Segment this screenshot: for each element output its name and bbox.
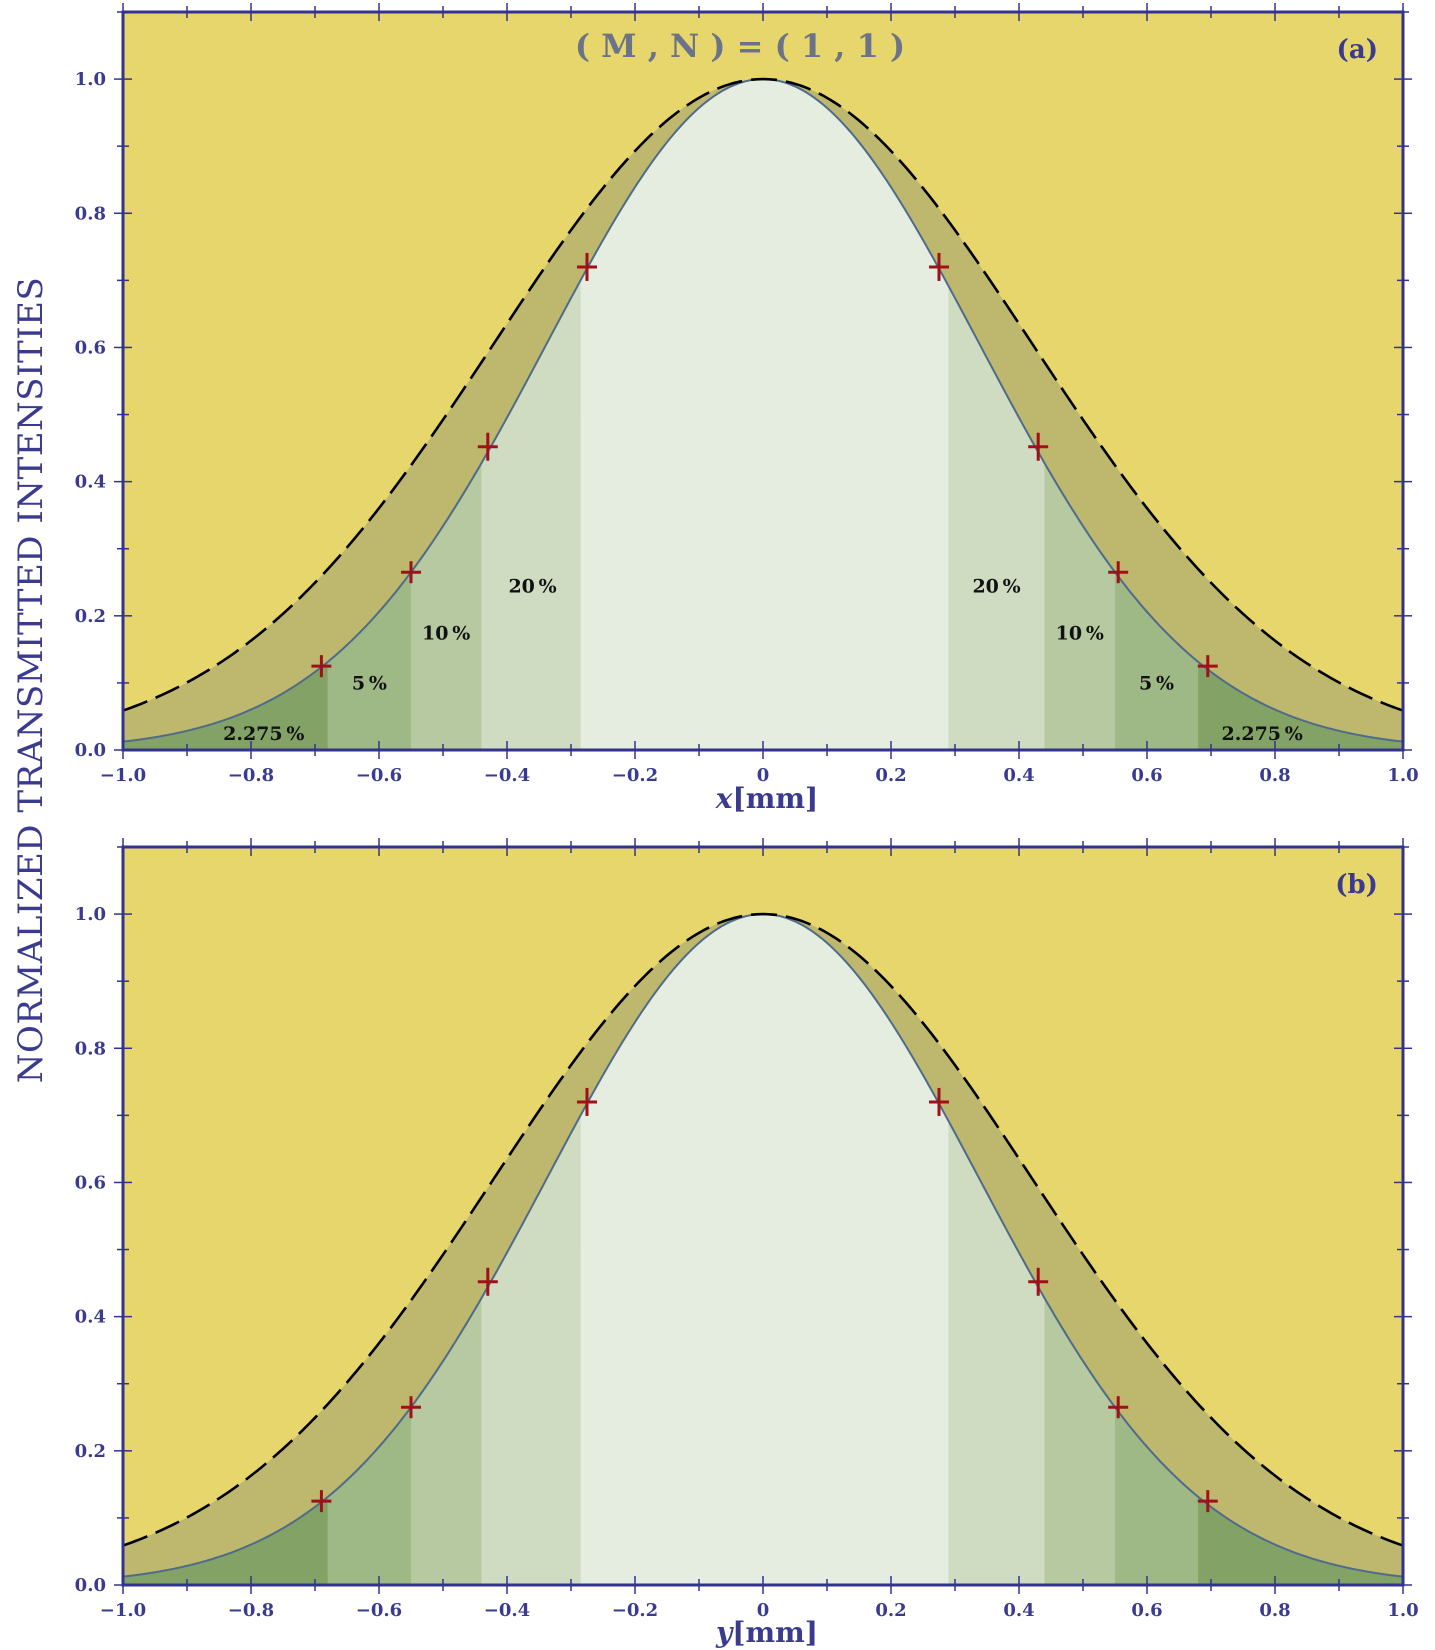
band-label: 10 % [422,622,470,644]
chart-title: ( M , N ) = ( 1 , 1 ) [575,27,905,65]
marker [1108,561,1129,584]
band-label: 5 % [352,673,387,695]
band-label: 2.275 % [223,723,304,745]
marker [311,655,332,678]
x-tick-label: 0.8 [1259,1600,1290,1621]
x-tick-label: −0.2 [612,1600,658,1621]
y-tick-label: 1.0 [75,904,106,925]
plot-area [123,847,1403,1585]
zone-6 [1044,1298,1115,1585]
zone-0 [123,1496,328,1585]
zone-3 [481,1115,581,1585]
panel-label: (b) [1335,870,1378,900]
marker [1028,1267,1049,1296]
band-label: 20 % [508,575,556,597]
x-tick-label: −0.2 [612,765,658,786]
zone-6 [1044,463,1115,750]
x-tick-label: 1.0 [1387,1600,1418,1621]
x-tick-label: −0.6 [356,1600,402,1621]
panel-b: −1.0 −0.8 −0.6 −0.4 −0.2 0 0.2 0.4 0.6 0.8 1.0 0.0 0… [75,838,1419,1649]
y-tick-label: 0.6 [75,337,106,358]
y-tick-label: 0.4 [75,1307,106,1328]
marker [1197,1490,1218,1513]
zone-0 [123,661,328,750]
x-tick-label: 0.4 [1003,1600,1034,1621]
marker [311,1490,332,1513]
x-tick-label: 0.6 [1131,1600,1162,1621]
x-axis-unit: [mm] [732,1616,818,1649]
zone-5 [948,286,1045,750]
y-tick-label: 0.8 [75,203,106,224]
x-tick-label: −0.6 [356,765,402,786]
zone-7 [1115,572,1199,750]
ticks [114,838,1412,1594]
marker [401,1396,421,1419]
x-axis-variable: y [715,1616,734,1649]
zone-2 [411,463,482,750]
marker [1028,432,1049,461]
zone-4 [580,914,949,1585]
y-tick-label: 0.4 [75,472,106,493]
x-tick-label: 0.6 [1131,765,1162,786]
marker [929,1087,949,1116]
y-tick-label: 0.6 [75,1172,106,1193]
marker [401,561,421,584]
x-tick-label: −1.0 [100,765,146,786]
y-axis-label: NORMALIZED TRANSMITTED INTENSITIES [11,277,51,1083]
x-tick-label: 0.8 [1259,765,1290,786]
x-axis-label: x[mm] [715,782,818,815]
x-tick-label: 0 [757,1600,770,1621]
zone-8 [1198,661,1403,750]
x-tick-label: 0.4 [1003,765,1034,786]
x-tick-label: 1.0 [1387,765,1418,786]
x-tick-label: 0.2 [875,765,906,786]
x-axis-label: y[mm] [715,1616,818,1649]
panel-a: 2.275 % 5 % 10 % 20 % 20 % 10 % 5 % 2.275 % −1.0… [75,3,1419,815]
marker [1108,1396,1129,1419]
zone-3 [481,280,581,750]
band-label: 10 % [1056,622,1104,644]
marker [477,1267,498,1296]
x-tick-label: −0.8 [228,1600,274,1621]
zone-1 [327,1407,411,1585]
band-label: 20 % [972,575,1020,597]
y-tick-label: 0.2 [75,606,106,627]
y-tick-label: 1.0 [75,69,106,90]
x-tick-label: 0 [757,765,770,786]
zone-7 [1115,1407,1199,1585]
marker [477,432,498,461]
x-tick-label: −1.0 [100,1600,146,1621]
marker [1197,655,1218,678]
zone-1 [327,572,411,750]
x-tick-label: −0.4 [484,765,530,786]
ticks [114,3,1412,759]
band-label: 5 % [1139,673,1174,695]
y-tick-label: 0.2 [75,1441,106,1462]
dashed-curve [123,77,1403,712]
zone-5 [948,1121,1045,1585]
x-axis-variable: x [715,782,733,815]
zone-4 [580,79,949,750]
x-tick-label: −0.8 [228,765,274,786]
x-tick-label: 0.2 [875,1600,906,1621]
marker [577,1087,597,1116]
zone-8 [1198,1496,1403,1585]
marker [577,252,597,281]
dashed-curve [123,912,1403,1547]
plot-area: 2.275 % 5 % 10 % 20 % 20 % 10 % 5 % 2.275 % [123,12,1403,750]
panel-label: (a) [1337,35,1378,65]
x-tick-label: −0.4 [484,1600,530,1621]
y-tick-label: 0.8 [75,1038,106,1059]
zone-2 [411,1298,482,1585]
x-axis-unit: [mm] [732,782,818,815]
marker [929,252,949,281]
y-tick-label: 0.0 [75,740,106,761]
band-label: 2.275 % [1222,723,1303,745]
y-tick-label: 0.0 [75,1575,106,1596]
